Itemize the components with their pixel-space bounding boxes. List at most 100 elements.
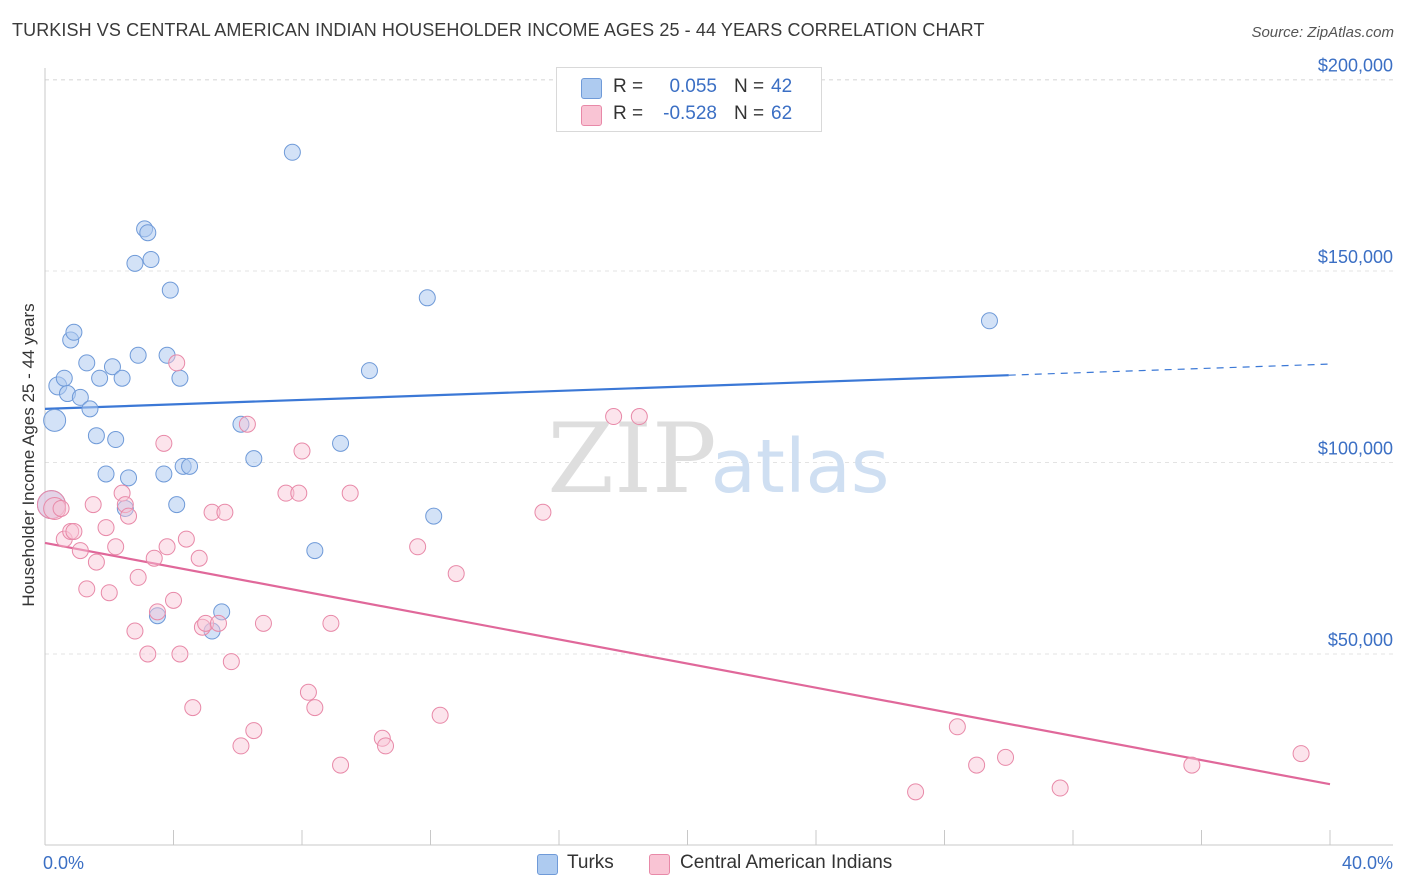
- watermark-atlas: atlas: [711, 424, 890, 510]
- point-turks: [126, 254, 144, 272]
- point-cai: [299, 683, 317, 701]
- y-tick-label: $150,000: [1318, 247, 1393, 267]
- trend-line-cai: [44, 541, 1331, 786]
- point-turks: [161, 281, 179, 299]
- point-turks: [232, 415, 250, 433]
- point-cai: [177, 530, 195, 548]
- point-turks: [103, 358, 121, 376]
- point-turks: [332, 434, 350, 452]
- point-cai: [65, 522, 83, 540]
- point-cai: [158, 538, 176, 556]
- point-turks: [283, 143, 301, 161]
- point-cai: [605, 408, 623, 426]
- point-cai: [145, 549, 163, 567]
- point-cai: [171, 645, 189, 663]
- point-turks: [425, 507, 443, 525]
- point-turks: [113, 369, 131, 387]
- point-cai: [78, 580, 96, 598]
- point-cai: [290, 484, 308, 502]
- point-cai: [341, 484, 359, 502]
- point-cai: [126, 622, 144, 640]
- point-turks: [360, 362, 378, 380]
- point-cai: [409, 538, 427, 556]
- bottom-legend-cai: Central American Indians: [680, 852, 893, 873]
- point-turks: [181, 457, 199, 475]
- point-cai: [254, 614, 272, 632]
- point-cai: [209, 614, 227, 632]
- y-tick-label: $100,000: [1318, 439, 1393, 459]
- point-cai: [431, 706, 449, 724]
- point-cai: [948, 718, 966, 736]
- point-cai: [84, 496, 102, 514]
- trend-lines: [44, 363, 1331, 786]
- trend-line-turks-extension: [1008, 363, 1331, 376]
- legend-r-label: R =: [613, 103, 644, 124]
- point-cai: [197, 614, 215, 632]
- point-cai: [1292, 745, 1310, 763]
- gridlines: [45, 79, 1395, 655]
- point-turks: [91, 369, 109, 387]
- legend-n-label: N =: [734, 76, 765, 97]
- point-cai: [1183, 756, 1201, 774]
- point-turks: [55, 369, 73, 387]
- point-turks: [418, 289, 436, 307]
- bottom-legend-turks: Turks: [567, 852, 614, 873]
- stats-legend: R = 0.055 N = 42 R = -0.528 N = 62: [556, 67, 822, 132]
- data-points: [36, 143, 1310, 801]
- point-cai: [277, 484, 295, 502]
- point-cai: [107, 538, 125, 556]
- point-turks: [142, 251, 160, 269]
- point-cai: [97, 519, 115, 537]
- x-tick-label: 40.0%: [1342, 853, 1393, 873]
- point-turks: [980, 312, 998, 330]
- legend-r-value: 0.055: [669, 76, 717, 97]
- legend-swatch-turks: [581, 78, 602, 99]
- point-cai: [216, 503, 234, 521]
- point-turks: [155, 465, 173, 483]
- point-turks: [97, 465, 115, 483]
- point-turks: [43, 408, 67, 432]
- point-turks: [171, 369, 189, 387]
- watermark-zip: ZIP: [547, 403, 716, 515]
- legend-n-value: 42: [771, 76, 793, 97]
- point-turks: [129, 346, 147, 364]
- point-cai: [100, 584, 118, 602]
- point-cai: [184, 699, 202, 717]
- point-cai: [238, 415, 256, 433]
- legend-n-value: 62: [771, 103, 793, 124]
- y-tick-label: $200,000: [1318, 56, 1393, 76]
- y-axis-title: Householder Income Ages 25 - 44 years: [19, 303, 38, 606]
- point-turks: [245, 450, 263, 468]
- point-cai: [87, 553, 105, 571]
- point-turks: [120, 469, 138, 487]
- point-cai: [997, 748, 1015, 766]
- legend-swatch-cai: [581, 105, 602, 126]
- source-label: Source: ZipAtlas.com: [1251, 24, 1394, 41]
- point-turks: [168, 496, 186, 514]
- point-cai: [43, 496, 67, 520]
- legend-r-label: R =: [613, 76, 644, 97]
- point-cai: [222, 653, 240, 671]
- bottom-legend-swatch-turks: [537, 854, 558, 875]
- y-tick-label: $50,000: [1328, 630, 1393, 650]
- point-cai: [534, 503, 552, 521]
- point-turks: [148, 607, 166, 625]
- point-turks: [65, 323, 83, 341]
- point-cai: [168, 354, 186, 372]
- point-cai: [377, 737, 395, 755]
- point-cai: [139, 645, 157, 663]
- point-turks: [71, 388, 89, 406]
- point-cai: [165, 591, 182, 609]
- point-cai: [630, 408, 648, 426]
- point-cai: [52, 499, 70, 517]
- point-turks: [107, 431, 125, 449]
- point-cai: [71, 542, 89, 560]
- point-cai: [1051, 779, 1069, 797]
- point-turks: [87, 427, 105, 445]
- legend-r-value: -0.528: [663, 103, 717, 124]
- axes: [44, 68, 1393, 846]
- point-turks: [81, 400, 99, 418]
- point-cai: [129, 568, 147, 586]
- point-cai: [190, 549, 208, 567]
